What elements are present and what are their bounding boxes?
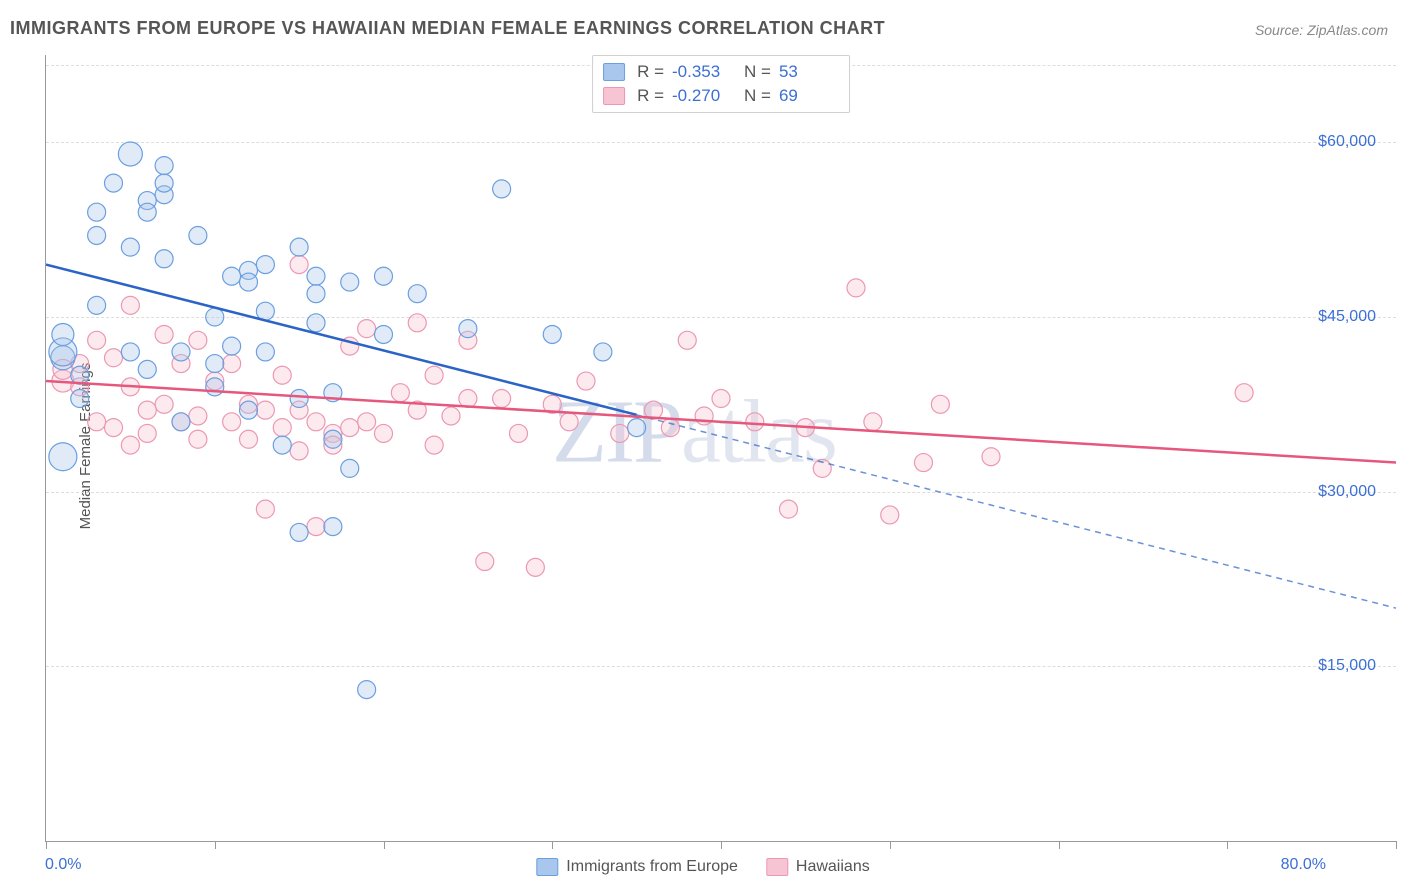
legend-series-item-1: Hawaiians xyxy=(766,858,870,876)
legend-series-label-0: Immigrants from Europe xyxy=(566,858,738,876)
legend-series: Immigrants from Europe Hawaiians xyxy=(536,858,869,876)
plot-area: ZIPatlas R = -0.353 N = 53 R = -0.270 N … xyxy=(45,55,1396,842)
source-attribution: Source: ZipAtlas.com xyxy=(1255,22,1388,38)
legend-series-item-0: Immigrants from Europe xyxy=(536,858,738,876)
n-label: N = xyxy=(744,62,771,82)
source-label: Source: xyxy=(1255,22,1303,38)
x-axis-min-label: 0.0% xyxy=(45,856,81,874)
chart-container: IMMIGRANTS FROM EUROPE VS HAWAIIAN MEDIA… xyxy=(0,0,1406,892)
chart-svg xyxy=(46,55,1396,841)
r-label: R = xyxy=(637,62,664,82)
legend-swatch-bottom-0 xyxy=(536,858,558,876)
r-label: R = xyxy=(637,86,664,106)
legend-series-label-1: Hawaiians xyxy=(796,858,870,876)
legend-swatch-1 xyxy=(603,87,625,105)
n-value-1: 69 xyxy=(779,86,839,106)
r-value-0: -0.353 xyxy=(672,62,732,82)
legend-stats-row-0: R = -0.353 N = 53 xyxy=(603,60,839,84)
source-name: ZipAtlas.com xyxy=(1307,22,1388,38)
x-axis-max-label: 80.0% xyxy=(1281,856,1326,874)
legend-stats-row-1: R = -0.270 N = 69 xyxy=(603,84,839,108)
legend-stats: R = -0.353 N = 53 R = -0.270 N = 69 xyxy=(592,55,850,113)
n-label: N = xyxy=(744,86,771,106)
r-value-1: -0.270 xyxy=(672,86,732,106)
chart-title: IMMIGRANTS FROM EUROPE VS HAWAIIAN MEDIA… xyxy=(10,18,885,39)
n-value-0: 53 xyxy=(779,62,839,82)
legend-swatch-0 xyxy=(603,63,625,81)
legend-swatch-bottom-1 xyxy=(766,858,788,876)
